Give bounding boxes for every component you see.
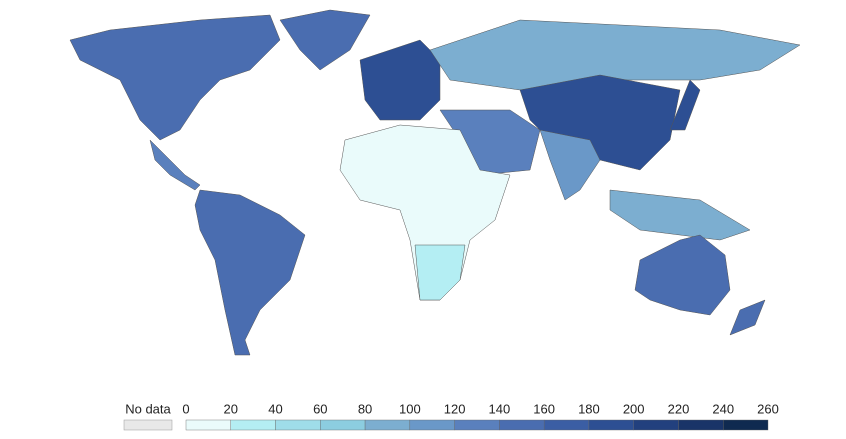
legend-bin [723, 419, 769, 431]
russia [429, 19, 801, 91]
legend-tick-label: 0 [182, 401, 189, 416]
legend-bin [499, 419, 545, 431]
legend-tick-label: 80 [358, 401, 372, 416]
australia [634, 234, 731, 316]
no-data-label: No data [125, 401, 171, 416]
new-zealand [729, 299, 766, 336]
north-america [69, 14, 281, 141]
japan [669, 79, 701, 131]
legend-tick-label: 180 [578, 401, 600, 416]
legend-bin [230, 419, 276, 431]
legend-bin [633, 419, 679, 431]
legend-bin [588, 419, 634, 431]
legend-bin [185, 419, 231, 431]
central-america [149, 139, 201, 191]
legend-tick-label: 140 [489, 401, 511, 416]
legend-tick-label: 20 [224, 401, 238, 416]
east-asia [519, 74, 681, 171]
legend-tick-label: 220 [668, 401, 690, 416]
legend-bin [275, 419, 321, 431]
legend-tick-label: 100 [399, 401, 421, 416]
legend-bin [454, 419, 500, 431]
south-asia [539, 129, 601, 201]
legend-bin [364, 419, 411, 431]
legend-tick-label: 160 [533, 401, 555, 416]
legend-tick-label: 40 [268, 401, 282, 416]
legend-bin [543, 419, 590, 431]
legend-tick-label: 240 [712, 401, 734, 416]
no-data-swatch [123, 419, 173, 431]
europe [359, 39, 441, 121]
legend-tick-label: 260 [757, 401, 779, 416]
world-map [69, 9, 801, 356]
south-america [194, 189, 306, 356]
legend: No data 0 20 40 60 80 100 120 140 160 180 200 220 24… [123, 401, 779, 431]
legend-bin [320, 419, 366, 431]
southern-africa [414, 244, 466, 301]
legend-bin [678, 419, 724, 431]
legend-bin [409, 419, 455, 431]
legend-tick-label: 200 [623, 401, 645, 416]
legend-tick-label: 120 [444, 401, 466, 416]
greenland [279, 9, 371, 71]
southeast-asia [609, 189, 751, 241]
legend-tick-label: 60 [313, 401, 327, 416]
